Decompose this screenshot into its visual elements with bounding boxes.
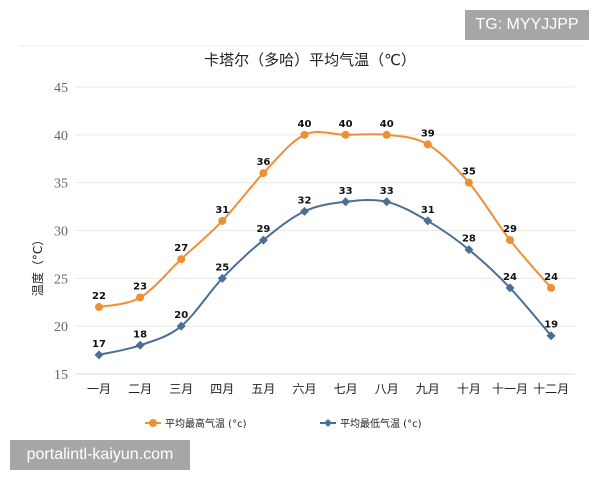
data-label: 25 xyxy=(215,262,229,273)
y-tick-label: 35 xyxy=(54,177,68,192)
data-label: 33 xyxy=(380,186,394,197)
data-label: 17 xyxy=(92,339,106,350)
y-tick-label: 45 xyxy=(54,81,68,96)
data-point xyxy=(382,197,392,207)
data-point xyxy=(258,235,268,245)
y-axis-label: 温度（°C） xyxy=(30,234,45,296)
data-point xyxy=(547,283,556,292)
chart-title: 卡塔尔（多哈）平均气温（℃） xyxy=(204,51,416,69)
data-point xyxy=(95,303,103,312)
y-tick-label: 20 xyxy=(54,320,68,335)
data-label: 40 xyxy=(380,119,394,130)
y-tick-label: 15 xyxy=(54,368,68,383)
x-tick-label: 二月 xyxy=(128,382,152,396)
x-tick-label: 六月 xyxy=(292,382,316,396)
data-point xyxy=(218,216,227,225)
x-tick-label: 七月 xyxy=(334,382,358,396)
data-point xyxy=(423,140,432,149)
legend-marker xyxy=(324,419,332,427)
x-tick-label: 十二月 xyxy=(533,382,569,396)
data-point xyxy=(505,283,515,293)
data-label: 19 xyxy=(544,320,558,331)
legend-marker xyxy=(149,419,157,427)
data-label: 22 xyxy=(92,291,106,302)
data-point xyxy=(136,293,145,302)
data-label: 27 xyxy=(174,243,188,254)
data-label: 35 xyxy=(462,167,476,178)
data-label: 24 xyxy=(544,272,558,283)
data-point xyxy=(506,236,514,245)
y-tick-label: 40 xyxy=(54,129,68,144)
data-point xyxy=(135,340,145,350)
data-label: 32 xyxy=(298,195,312,206)
data-point xyxy=(423,216,433,226)
x-tick-label: 十一月 xyxy=(492,382,528,396)
series-line xyxy=(98,198,552,356)
data-point xyxy=(300,206,309,216)
data-label: 20 xyxy=(174,310,188,321)
y-tick-label: 25 xyxy=(54,272,68,287)
x-tick-label: 九月 xyxy=(416,382,440,396)
data-point xyxy=(176,321,186,331)
data-label: 31 xyxy=(215,205,229,216)
data-point xyxy=(464,245,474,255)
data-label: 40 xyxy=(339,119,353,130)
x-tick-label: 八月 xyxy=(375,382,399,396)
y-tick-label: 30 xyxy=(54,225,68,240)
data-label: 18 xyxy=(133,329,147,340)
data-point xyxy=(177,255,186,264)
data-point xyxy=(259,169,268,178)
data-label: 28 xyxy=(462,234,476,245)
data-label: 40 xyxy=(298,119,312,130)
data-label: 29 xyxy=(256,224,270,235)
data-label: 24 xyxy=(503,272,517,283)
watermark-top: TG: MYYJJPP xyxy=(465,10,589,40)
x-tick-label: 十月 xyxy=(457,382,481,396)
data-label: 33 xyxy=(339,186,353,197)
data-point xyxy=(94,350,104,360)
data-point xyxy=(341,197,351,207)
watermark-bottom: portalintl-kaiyun.com xyxy=(10,440,190,470)
data-label: 23 xyxy=(133,281,147,292)
data-label: 39 xyxy=(421,128,435,139)
data-point xyxy=(382,130,391,139)
data-label: 31 xyxy=(421,205,435,216)
x-tick-label: 一月 xyxy=(87,382,111,396)
x-tick-label: 三月 xyxy=(169,382,193,396)
legend-label: 平均最低气温 (°c) xyxy=(340,417,422,430)
data-label: 29 xyxy=(503,224,517,235)
data-point xyxy=(217,273,227,283)
data-point xyxy=(341,130,350,139)
x-tick-label: 四月 xyxy=(210,382,234,396)
data-point xyxy=(464,178,473,187)
data-point xyxy=(546,331,556,341)
data-point xyxy=(300,130,309,139)
series-line xyxy=(98,131,552,309)
legend-label: 平均最高气温 (°c) xyxy=(165,417,247,430)
data-label: 36 xyxy=(256,157,270,168)
x-tick-label: 五月 xyxy=(251,382,275,396)
